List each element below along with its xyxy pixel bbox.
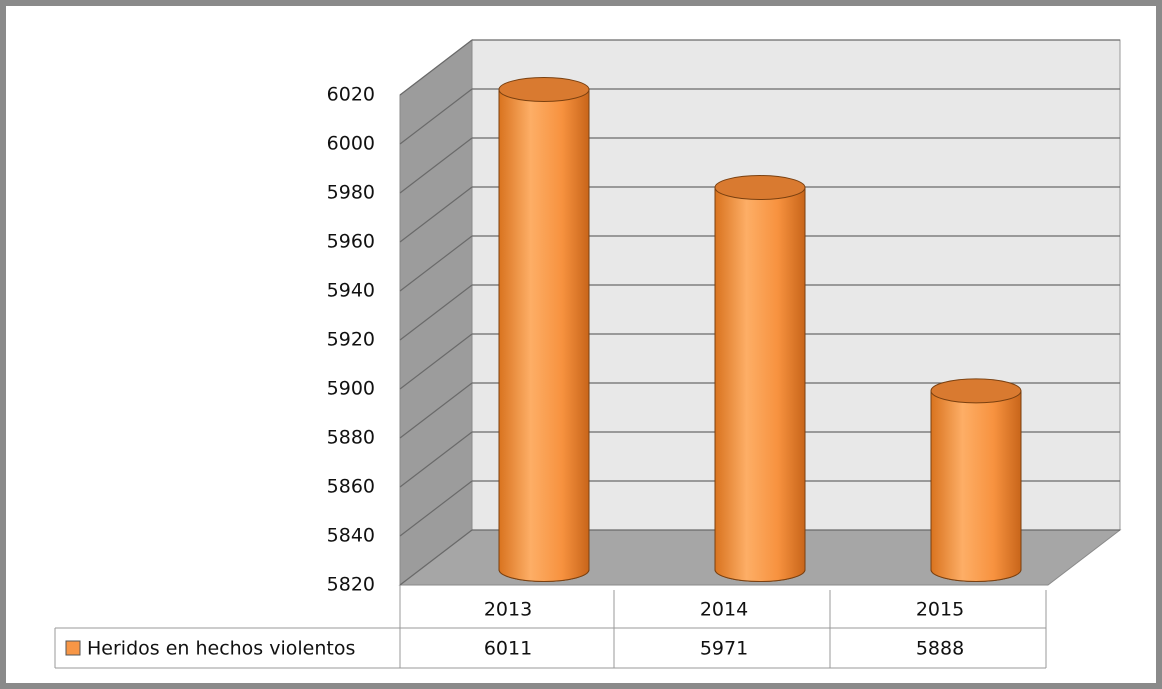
bar xyxy=(930,390,1022,582)
bar xyxy=(498,89,590,582)
cylinder-top xyxy=(714,175,806,201)
grid-line xyxy=(399,88,473,145)
y-tick-label: 5900 xyxy=(327,378,375,400)
y-tick-label: 6000 xyxy=(327,133,375,155)
y-tick-label: 5920 xyxy=(327,329,375,351)
grid-line xyxy=(399,431,473,488)
grid-line xyxy=(399,186,473,243)
table-value: 5888 xyxy=(916,638,964,660)
grid-line xyxy=(399,382,473,439)
y-tick-label: 5860 xyxy=(327,476,375,498)
x-tick-label: 2014 xyxy=(700,599,748,621)
table-value: 5971 xyxy=(700,638,748,660)
y-tick-label: 5980 xyxy=(327,182,375,204)
x-tick-label: 2015 xyxy=(916,599,964,621)
y-tick-label: 5940 xyxy=(327,280,375,302)
y-tick-label: 5840 xyxy=(327,525,375,547)
cylinder-top xyxy=(498,77,590,103)
grid-line xyxy=(399,333,473,390)
y-tick-label: 5960 xyxy=(327,231,375,253)
cylinder-top xyxy=(930,378,1022,404)
y-tick-label: 5820 xyxy=(327,574,375,596)
grid-line xyxy=(399,235,473,292)
grid-line xyxy=(399,529,473,586)
grid-line xyxy=(399,480,473,537)
legend-label: Heridos en hechos violentos xyxy=(87,638,355,660)
bar xyxy=(714,187,806,582)
data-table xyxy=(54,585,1047,669)
legend-swatch xyxy=(65,640,81,656)
grid-line xyxy=(399,284,473,341)
x-tick-label: 2013 xyxy=(484,599,532,621)
grid-line xyxy=(399,137,473,194)
table-value: 6011 xyxy=(484,638,532,660)
y-tick-label: 6020 xyxy=(327,84,375,106)
y-tick-label: 5880 xyxy=(327,427,375,449)
grid-line xyxy=(399,39,473,96)
